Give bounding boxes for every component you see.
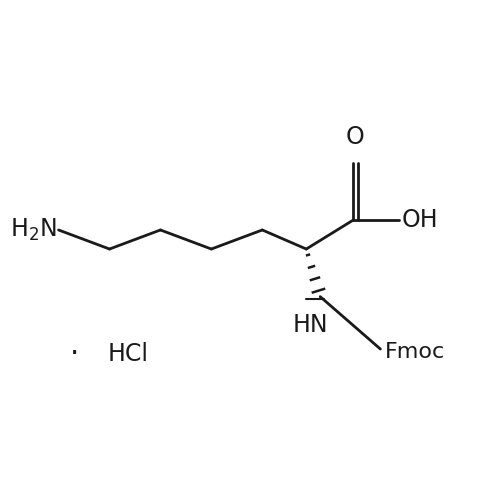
Text: Fmoc: Fmoc — [385, 342, 445, 363]
Text: HN: HN — [292, 313, 328, 337]
Text: HCl: HCl — [107, 342, 148, 366]
Text: ·: · — [70, 340, 80, 368]
Text: H$_2$N: H$_2$N — [10, 217, 56, 243]
Text: O: O — [345, 125, 365, 149]
Text: OH: OH — [401, 208, 438, 232]
